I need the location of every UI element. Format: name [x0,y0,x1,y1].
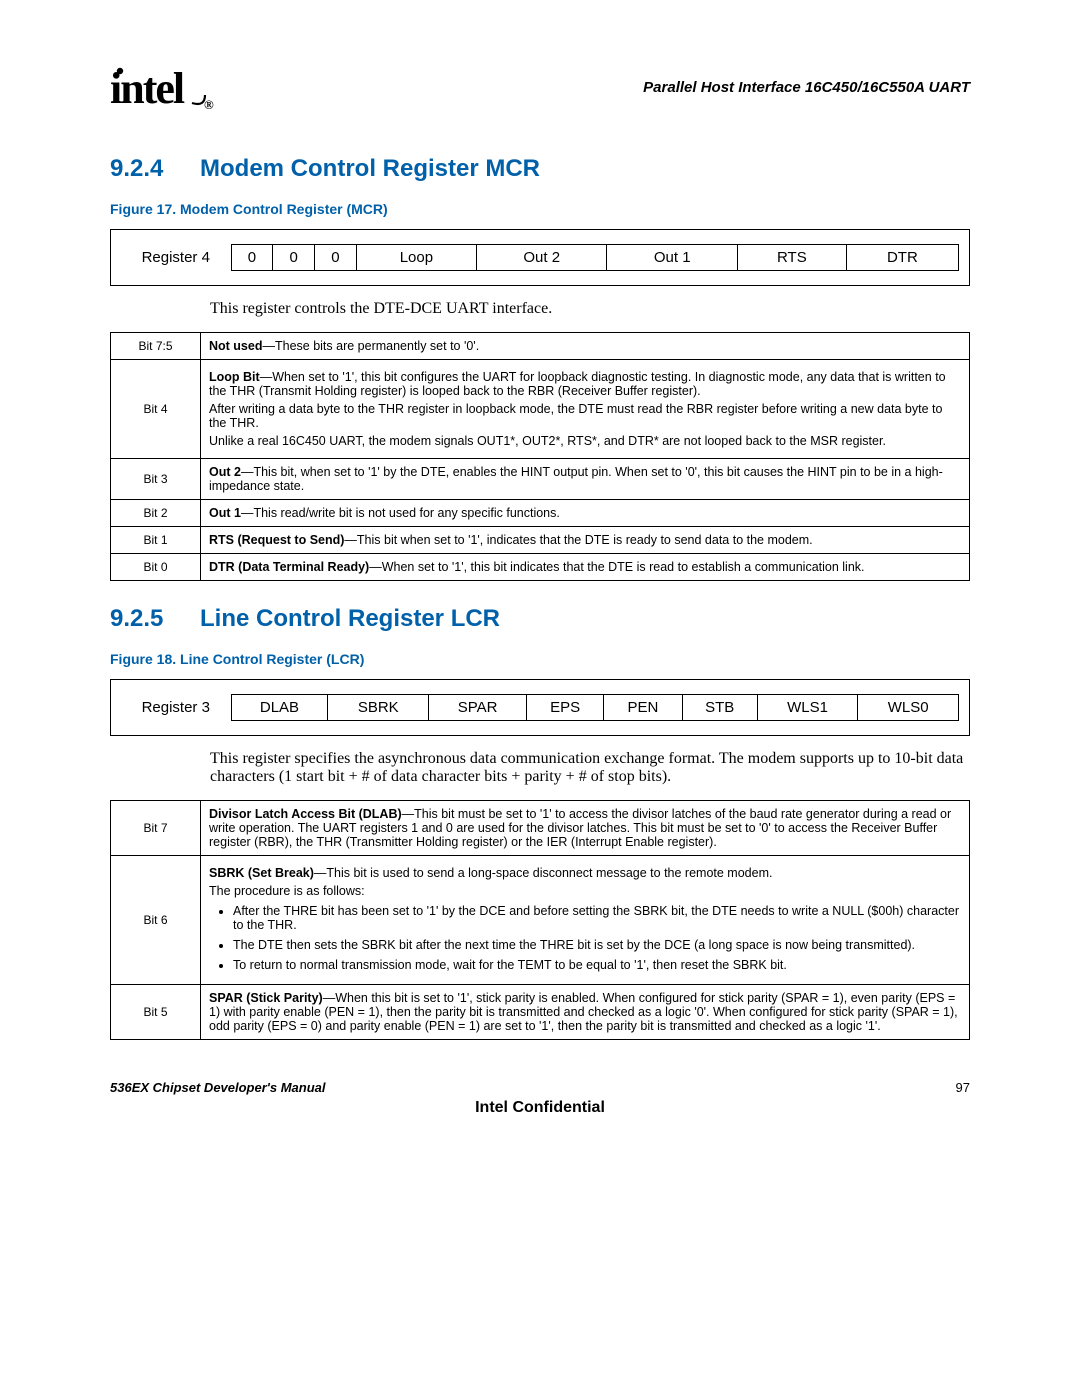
table-row: Bit 7Divisor Latch Access Bit (DLAB)—Thi… [111,801,970,856]
page-footer: 536EX Chipset Developer's Manual 97 Inte… [110,1080,970,1117]
bit-cell: STB [682,695,757,721]
bit-label: Bit 5 [111,985,201,1040]
bit-desc: SBRK (Set Break)—This bit is used to sen… [201,856,970,985]
bit-cell: Loop [356,245,476,271]
bit-label: Bit 7:5 [111,333,201,360]
bit-label: Bit 2 [111,500,201,527]
body-text-mcr: This register controls the DTE-DCE UART … [210,300,970,318]
page: intel ® Parallel Host Interface 16C450/1… [0,0,1080,1157]
bit-cell: 0 [315,245,357,271]
section-title: Line Control Register LCR [200,605,500,632]
bit-description-table-mcr: Bit 7:5Not used—These bits are permanent… [110,332,970,581]
bit-cell: RTS [737,245,846,271]
figure-caption-18: Figure 18. Line Control Register (LCR) [110,651,970,667]
bit-cell: Out 2 [476,245,607,271]
section-heading-mcr: 9.2.4Modem Control Register MCR [110,155,970,183]
bit-desc: RTS (Request to Send)—This bit when set … [201,527,970,554]
bit-desc: Out 2—This bit, when set to '1' by the D… [201,459,970,500]
table-row: Bit 1RTS (Request to Send)—This bit when… [111,527,970,554]
register-box-lcr: Register 3 DLAB SBRK SPAR EPS PEN STB WL… [110,679,970,736]
table-row: Bit 4Loop Bit—When set to '1', this bit … [111,360,970,459]
bit-cell: SPAR [429,695,527,721]
figure-caption-17: Figure 17. Modem Control Register (MCR) [110,201,970,217]
intel-logo: intel ® [110,60,220,115]
register-box-mcr: Register 4 0 0 0 Loop Out 2 Out 1 RTS DT… [110,229,970,286]
table-row: Bit 6SBRK (Set Break)—This bit is used t… [111,856,970,985]
footer-manual: 536EX Chipset Developer's Manual [110,1080,326,1095]
bit-desc: Out 1—This read/write bit is not used fo… [201,500,970,527]
bit-description-table-lcr: Bit 7Divisor Latch Access Bit (DLAB)—Thi… [110,800,970,1040]
bit-cell: PEN [604,695,683,721]
bit-label: Bit 0 [111,554,201,581]
bit-cell: 0 [273,245,315,271]
footer-page-number: 97 [956,1080,970,1095]
bit-desc: Not used—These bits are permanently set … [201,333,970,360]
bit-label: Bit 3 [111,459,201,500]
bit-label: Bit 7 [111,801,201,856]
bit-cell: Out 1 [607,245,738,271]
section-number: 9.2.5 [110,605,200,633]
doc-title: Parallel Host Interface 16C450/16C550A U… [643,79,970,96]
table-row: Bit 2Out 1—This read/write bit is not us… [111,500,970,527]
register-table-mcr: Register 4 0 0 0 Loop Out 2 Out 1 RTS DT… [121,244,959,271]
bit-cell: EPS [527,695,604,721]
bit-cell: WLS0 [858,695,959,721]
bit-desc: SPAR (Stick Parity)—When this bit is set… [201,985,970,1040]
section-number: 9.2.4 [110,155,200,183]
reg-label: Register 4 [121,245,231,271]
reg-label: Register 3 [121,695,231,721]
bit-desc: Loop Bit—When set to '1', this bit confi… [201,360,970,459]
section-title: Modem Control Register MCR [200,155,540,182]
bit-label: Bit 6 [111,856,201,985]
bit-label: Bit 1 [111,527,201,554]
body-text-lcr: This register specifies the asynchronous… [210,750,970,786]
bit-cell: WLS1 [757,695,858,721]
table-row: Bit 0DTR (Data Terminal Ready)—When set … [111,554,970,581]
register-table-lcr: Register 3 DLAB SBRK SPAR EPS PEN STB WL… [121,694,959,721]
bit-desc: Divisor Latch Access Bit (DLAB)—This bit… [201,801,970,856]
page-header: intel ® Parallel Host Interface 16C450/1… [110,60,970,115]
table-row: Bit 3Out 2—This bit, when set to '1' by … [111,459,970,500]
table-row: Bit 5SPAR (Stick Parity)—When this bit i… [111,985,970,1040]
bit-label: Bit 4 [111,360,201,459]
intel-logo-svg: intel ® [110,67,220,115]
section-heading-lcr: 9.2.5Line Control Register LCR [110,605,970,633]
bit-desc: DTR (Data Terminal Ready)—When set to '1… [201,554,970,581]
bit-cell: 0 [231,245,273,271]
footer-line: 536EX Chipset Developer's Manual 97 [110,1080,970,1095]
bit-cell: DTR [846,245,958,271]
table-row: Bit 7:5Not used—These bits are permanent… [111,333,970,360]
bit-cell: SBRK [328,695,429,721]
bit-cell: DLAB [231,695,328,721]
footer-confidential: Intel Confidential [110,1099,970,1117]
